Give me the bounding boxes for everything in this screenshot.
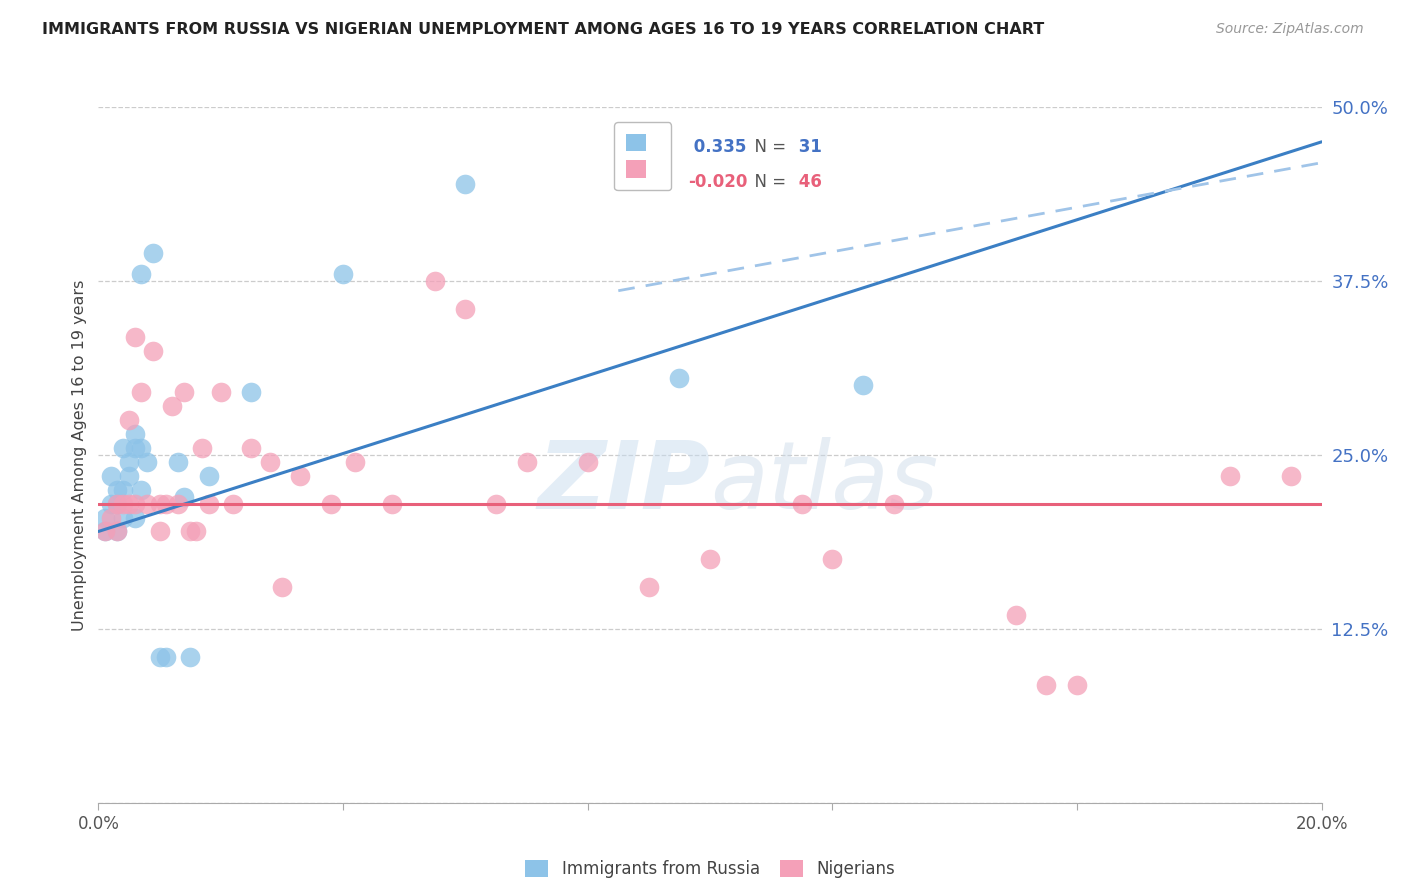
Point: [319, 497, 342, 511]
Point: [173, 490, 195, 504]
Point: [124, 510, 146, 524]
Point: [222, 497, 245, 511]
Point: [883, 497, 905, 511]
Point: [381, 497, 404, 511]
Point: [93, 524, 115, 539]
Point: [93, 510, 115, 524]
Point: [124, 427, 146, 442]
Point: [240, 385, 263, 400]
Point: [240, 441, 263, 455]
Point: [821, 552, 844, 566]
Point: [191, 441, 214, 455]
Point: [129, 483, 152, 497]
Point: [111, 441, 134, 455]
Text: IMMIGRANTS FROM RUSSIA VS NIGERIAN UNEMPLOYMENT AMONG AGES 16 TO 19 YEARS CORREL: IMMIGRANTS FROM RUSSIA VS NIGERIAN UNEMP…: [42, 22, 1045, 37]
Point: [1004, 607, 1026, 622]
Text: N =: N =: [744, 173, 792, 191]
Point: [160, 399, 183, 413]
Point: [111, 510, 134, 524]
Text: atlas: atlas: [710, 437, 938, 528]
Point: [155, 497, 177, 511]
Point: [149, 524, 172, 539]
Point: [129, 385, 152, 400]
Y-axis label: Unemployment Among Ages 16 to 19 years: Unemployment Among Ages 16 to 19 years: [72, 279, 87, 631]
Point: [209, 385, 232, 400]
Point: [149, 649, 172, 664]
Point: [179, 649, 201, 664]
Point: [149, 497, 172, 511]
Point: [637, 580, 661, 594]
Point: [197, 468, 219, 483]
Point: [124, 441, 146, 455]
Point: [118, 455, 141, 469]
Point: [129, 441, 152, 455]
Point: [344, 455, 367, 469]
Point: [167, 455, 190, 469]
Text: ZIP: ZIP: [537, 437, 710, 529]
Point: [118, 413, 141, 427]
Point: [167, 497, 190, 511]
Point: [1279, 468, 1302, 483]
Point: [111, 497, 134, 511]
Point: [105, 497, 128, 511]
Point: [105, 497, 128, 511]
Text: 46: 46: [793, 173, 823, 191]
Point: [259, 455, 281, 469]
Point: [1219, 468, 1241, 483]
Point: [124, 329, 146, 343]
Point: [129, 267, 152, 281]
Point: [668, 371, 690, 385]
Point: [332, 267, 354, 281]
Point: [100, 468, 122, 483]
Text: -0.020: -0.020: [688, 173, 748, 191]
Point: [516, 455, 538, 469]
Point: [179, 524, 201, 539]
Point: [105, 483, 128, 497]
Point: [100, 497, 122, 511]
Point: [1066, 677, 1088, 691]
Point: [105, 524, 128, 539]
Text: 31: 31: [793, 138, 823, 156]
Point: [136, 497, 159, 511]
Point: [790, 497, 813, 511]
Point: [485, 497, 508, 511]
Point: [454, 301, 477, 316]
Point: [105, 524, 128, 539]
Point: [454, 177, 477, 191]
Point: [118, 468, 141, 483]
Point: [155, 649, 177, 664]
Point: [93, 524, 115, 539]
Text: N =: N =: [744, 138, 792, 156]
Point: [852, 378, 875, 392]
Text: Source: ZipAtlas.com: Source: ZipAtlas.com: [1216, 22, 1364, 37]
Legend: Immigrants from Russia, Nigerians: Immigrants from Russia, Nigerians: [519, 854, 901, 885]
Point: [576, 455, 599, 469]
Point: [142, 246, 165, 260]
Point: [124, 497, 146, 511]
Point: [270, 580, 292, 594]
Point: [197, 497, 219, 511]
Point: [100, 510, 122, 524]
Point: [290, 468, 312, 483]
Text: 0.335: 0.335: [688, 138, 747, 156]
Point: [423, 274, 446, 288]
Point: [1035, 677, 1057, 691]
Point: [142, 343, 165, 358]
Point: [136, 455, 159, 469]
Text: R =: R =: [637, 138, 672, 156]
Point: [699, 552, 721, 566]
Text: R =: R =: [637, 173, 672, 191]
Point: [118, 497, 141, 511]
Point: [186, 524, 208, 539]
Point: [173, 385, 195, 400]
Point: [111, 483, 134, 497]
